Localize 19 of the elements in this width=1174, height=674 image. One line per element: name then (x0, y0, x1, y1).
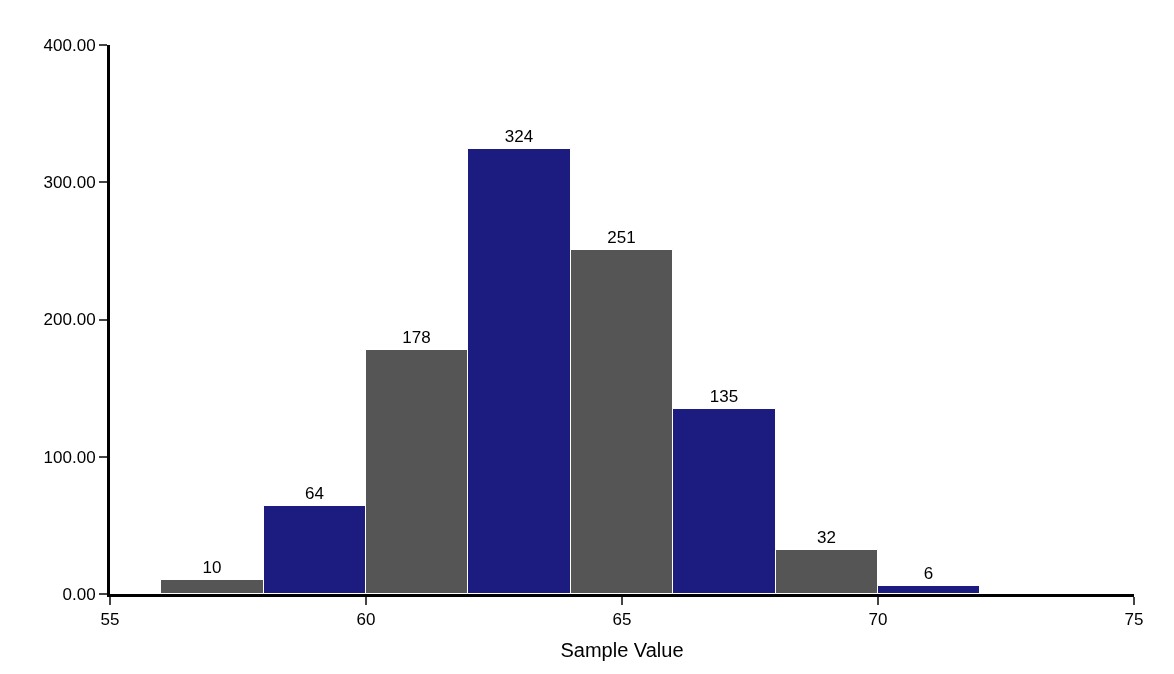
y-tick-label: 400.00 (43, 35, 96, 55)
y-tick-label: 100.00 (43, 447, 96, 467)
data-label: 178 (402, 327, 431, 347)
data-label: 6 (923, 563, 934, 583)
data-label: 64 (305, 483, 324, 503)
x-axis-title: Sample Value (560, 638, 684, 661)
data-label: 135 (709, 386, 739, 406)
x-tick-label: 75 (1124, 610, 1144, 630)
y-tick-label: 300.00 (43, 173, 96, 193)
data-label: 324 (504, 126, 534, 146)
data-label: 32 (817, 527, 836, 547)
y-tick-label: 200.00 (43, 310, 96, 330)
x-tick-label: 70 (868, 610, 888, 630)
data-label: 10 (202, 557, 222, 577)
x-tick-label: 65 (612, 610, 632, 630)
y-tick-label: 0.00 (62, 584, 96, 604)
data-label: 251 (607, 227, 636, 247)
x-tick-label: 55 (100, 610, 120, 630)
x-tick-label: 60 (356, 610, 376, 630)
